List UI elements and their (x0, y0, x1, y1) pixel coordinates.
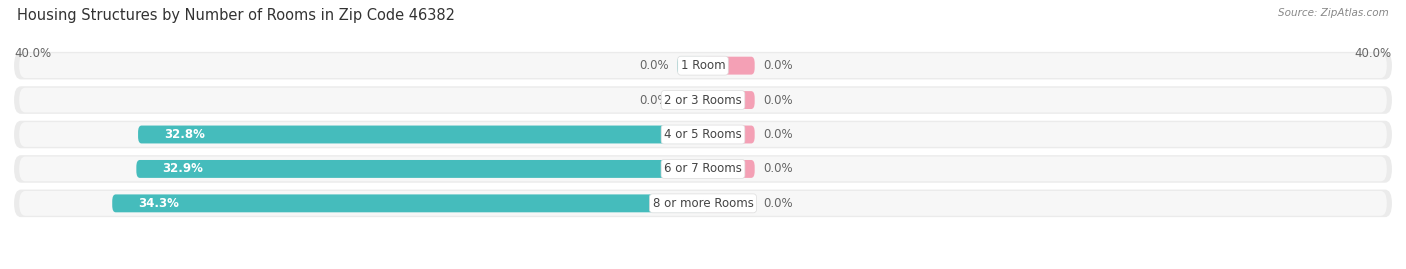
Text: 8 or more Rooms: 8 or more Rooms (652, 197, 754, 210)
Text: 0.0%: 0.0% (763, 162, 793, 175)
Text: 0.0%: 0.0% (638, 94, 669, 107)
Text: 0.0%: 0.0% (638, 59, 669, 72)
Text: 32.8%: 32.8% (165, 128, 205, 141)
FancyBboxPatch shape (138, 126, 703, 143)
FancyBboxPatch shape (20, 157, 1386, 181)
Text: 1 Room: 1 Room (681, 59, 725, 72)
FancyBboxPatch shape (703, 126, 755, 143)
Text: Source: ZipAtlas.com: Source: ZipAtlas.com (1278, 8, 1389, 18)
FancyBboxPatch shape (136, 160, 703, 178)
FancyBboxPatch shape (703, 194, 755, 212)
Text: Housing Structures by Number of Rooms in Zip Code 46382: Housing Structures by Number of Rooms in… (17, 8, 456, 23)
FancyBboxPatch shape (20, 53, 1386, 78)
FancyBboxPatch shape (14, 52, 1392, 79)
Text: 4 or 5 Rooms: 4 or 5 Rooms (664, 128, 742, 141)
FancyBboxPatch shape (20, 122, 1386, 147)
FancyBboxPatch shape (14, 121, 1392, 148)
FancyBboxPatch shape (112, 194, 703, 212)
Text: 34.3%: 34.3% (138, 197, 179, 210)
Text: 2 or 3 Rooms: 2 or 3 Rooms (664, 94, 742, 107)
FancyBboxPatch shape (703, 91, 755, 109)
Text: 40.0%: 40.0% (14, 47, 51, 60)
Text: 6 or 7 Rooms: 6 or 7 Rooms (664, 162, 742, 175)
FancyBboxPatch shape (678, 57, 703, 75)
Text: 32.9%: 32.9% (162, 162, 202, 175)
Text: 0.0%: 0.0% (763, 94, 793, 107)
FancyBboxPatch shape (14, 155, 1392, 183)
Text: 40.0%: 40.0% (1355, 47, 1392, 60)
FancyBboxPatch shape (20, 88, 1386, 112)
FancyBboxPatch shape (703, 160, 755, 178)
FancyBboxPatch shape (14, 86, 1392, 114)
FancyBboxPatch shape (703, 57, 755, 75)
FancyBboxPatch shape (678, 91, 703, 109)
FancyBboxPatch shape (20, 191, 1386, 216)
Text: 0.0%: 0.0% (763, 59, 793, 72)
FancyBboxPatch shape (14, 190, 1392, 217)
Text: 0.0%: 0.0% (763, 128, 793, 141)
Text: 0.0%: 0.0% (763, 197, 793, 210)
